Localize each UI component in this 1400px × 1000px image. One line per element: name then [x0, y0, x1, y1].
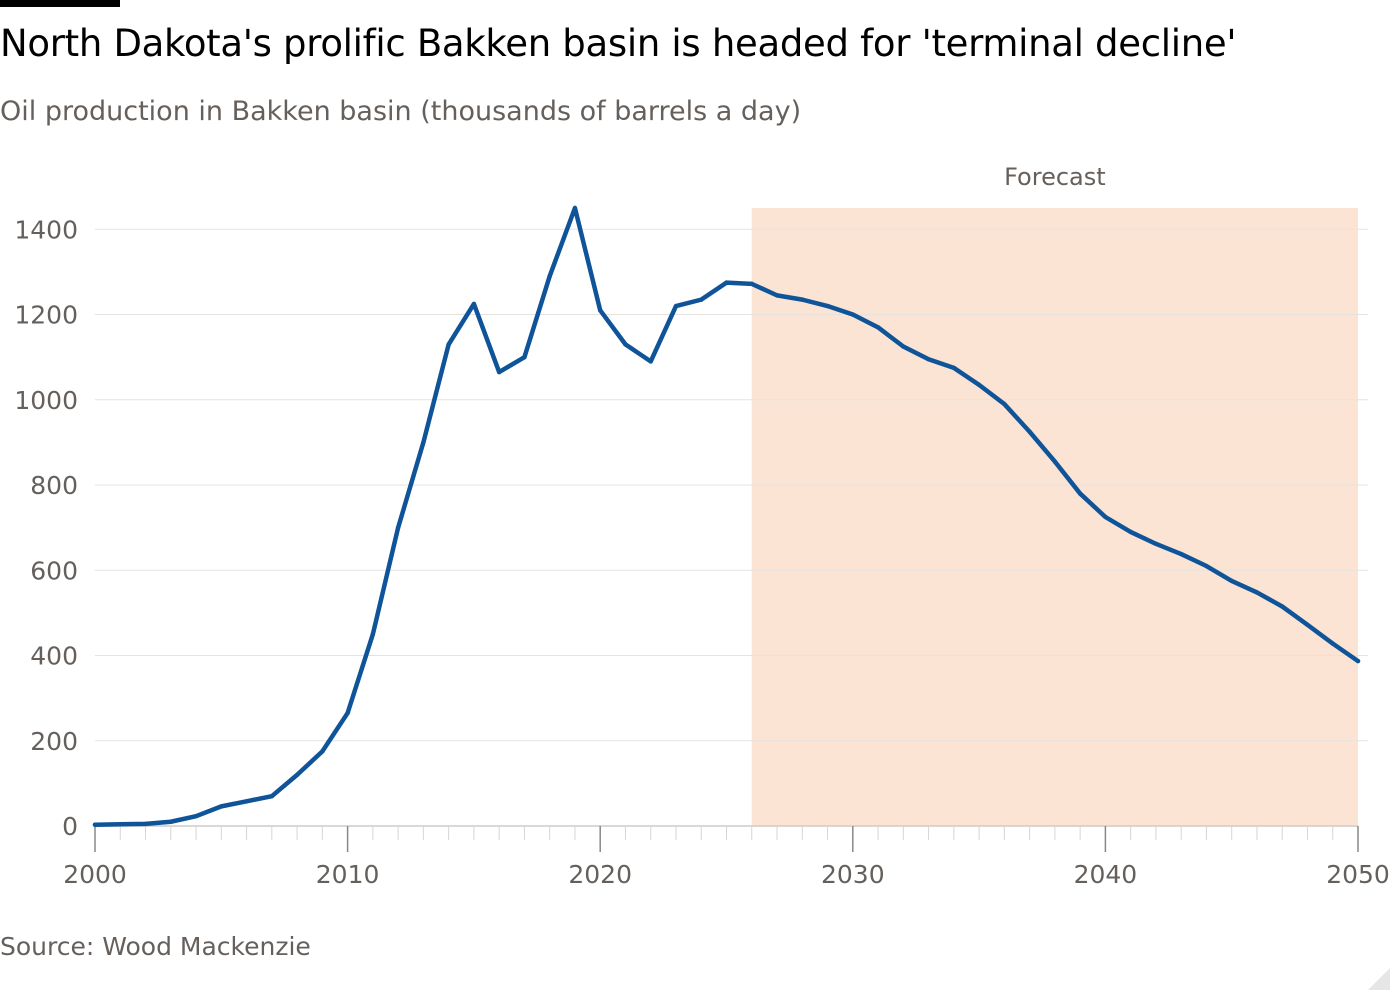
x-tick-label: 2000: [63, 860, 127, 889]
data-point: [1254, 590, 1260, 595]
data-point: [1153, 541, 1159, 547]
forecast-band: [751, 208, 1358, 826]
y-tick-label: 600: [30, 556, 78, 585]
data-point: [699, 297, 704, 302]
corner-mark: [1368, 968, 1390, 990]
data-point: [749, 281, 754, 287]
y-tick-label: 200: [30, 727, 78, 756]
y-tick-label: 400: [30, 642, 78, 671]
data-point: [572, 205, 578, 211]
data-point: [875, 325, 881, 330]
x-tick-label: 2050: [1326, 860, 1390, 889]
data-point: [724, 280, 729, 285]
x-tick-label: 2010: [316, 860, 380, 889]
y-tick-label: 800: [30, 471, 78, 500]
data-point: [951, 365, 957, 371]
data-point: [421, 440, 426, 445]
data-point: [193, 813, 199, 819]
x-tick-label: 2040: [1074, 860, 1138, 889]
data-point: [446, 342, 451, 347]
data-point: [825, 303, 830, 309]
data-point: [143, 821, 148, 827]
data-point: [800, 297, 805, 302]
data-point: [648, 359, 653, 364]
data-point: [294, 772, 300, 778]
data-point: [623, 342, 628, 347]
data-point: [1178, 551, 1184, 557]
data-point: [395, 525, 401, 530]
data-point: [168, 819, 173, 824]
chart-subtitle: Oil production in Bakken basin (thousand…: [0, 96, 802, 127]
data-point: [269, 793, 275, 799]
source-note: Source: Wood Mackenzie: [0, 932, 311, 961]
x-tick-label: 2030: [821, 860, 885, 889]
data-point: [219, 804, 224, 809]
y-tick-label: 1000: [14, 386, 78, 415]
data-point: [1128, 529, 1133, 535]
y-tick-label: 1200: [14, 301, 78, 330]
data-point: [976, 382, 982, 388]
data-point: [1052, 459, 1058, 464]
data-point: [1027, 429, 1032, 434]
top-rule: [0, 0, 120, 7]
data-point: [1330, 641, 1335, 646]
data-point: [774, 293, 780, 298]
data-point: [1229, 578, 1234, 584]
data-point: [1355, 658, 1361, 664]
data-point: [92, 822, 98, 827]
data-point: [522, 354, 527, 360]
data-point: [598, 308, 603, 313]
forecast-label: Forecast: [1004, 163, 1106, 191]
data-point: [471, 301, 477, 307]
data-point: [547, 273, 552, 279]
data-point: [370, 632, 376, 637]
data-point: [345, 710, 350, 716]
data-point: [1204, 563, 1209, 569]
data-point: [1002, 401, 1007, 407]
data-point: [320, 749, 325, 754]
data-point: [496, 369, 502, 375]
x-tick-label: 2020: [568, 860, 632, 889]
data-point: [926, 357, 931, 362]
data-point: [118, 822, 123, 827]
y-tick-label: 1400: [14, 215, 78, 244]
y-tick-label: 0: [62, 812, 78, 841]
data-point: [1103, 514, 1108, 520]
chart-title: North Dakota's prolific Bakken basin is …: [0, 22, 1237, 65]
data-point: [850, 312, 855, 317]
data-point: [1280, 604, 1285, 609]
data-point: [673, 303, 679, 309]
data-point: [1077, 491, 1083, 496]
data-point: [244, 799, 249, 804]
data-point: [901, 344, 906, 349]
data-point: [1305, 622, 1310, 628]
